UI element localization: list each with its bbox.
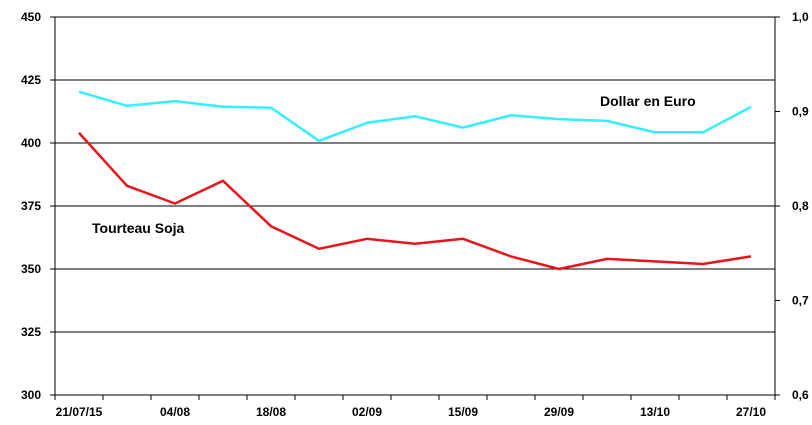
left-tick-label: 375: [21, 199, 41, 213]
x-tick-label: 29/09: [544, 405, 574, 419]
series-line-dollar-en-euro: [78, 90, 752, 143]
left-tick-label: 325: [21, 325, 41, 339]
x-tick-label: 18/08: [256, 405, 286, 419]
series-lines: [78, 90, 752, 271]
series-line-tourteau-soja: [78, 132, 752, 271]
series-label-tourteau-soja: Tourteau Soja: [92, 220, 185, 236]
left-tick-label: 300: [21, 388, 41, 402]
x-tick-label: 04/08: [160, 405, 190, 419]
right-tick-label: 0,9: [792, 105, 809, 119]
right-tick-label: 0,8: [792, 199, 809, 213]
right-tick-label: 0,6: [792, 388, 809, 402]
left-tick-label: 425: [21, 73, 41, 87]
left-tick-label: 350: [21, 262, 41, 276]
right-axis-ticks: 0,6 0,7 0,8 0,9 1,0: [775, 10, 809, 402]
x-tick-label: 13/10: [640, 405, 670, 419]
x-tick-label: 21/07/15: [56, 405, 103, 419]
series-label-dollar-en-euro: Dollar en Euro: [600, 93, 696, 109]
x-tick-label: 27/10: [736, 405, 766, 419]
x-tick-label: 15/09: [448, 405, 478, 419]
right-tick-label: 0,7: [792, 294, 809, 308]
right-tick-label: 1,0: [792, 10, 809, 24]
x-tick-label: 02/09: [352, 405, 382, 419]
x-axis-ticks: 21/07/15 04/08 18/08 02/09 15/09 29/09 13/10 27…: [54, 395, 776, 419]
gridlines: [55, 79, 775, 333]
left-tick-label: 450: [21, 10, 41, 24]
left-tick-label: 400: [21, 136, 41, 150]
left-axis-ticks: 300 325 350 375 400 425 450: [21, 10, 55, 402]
